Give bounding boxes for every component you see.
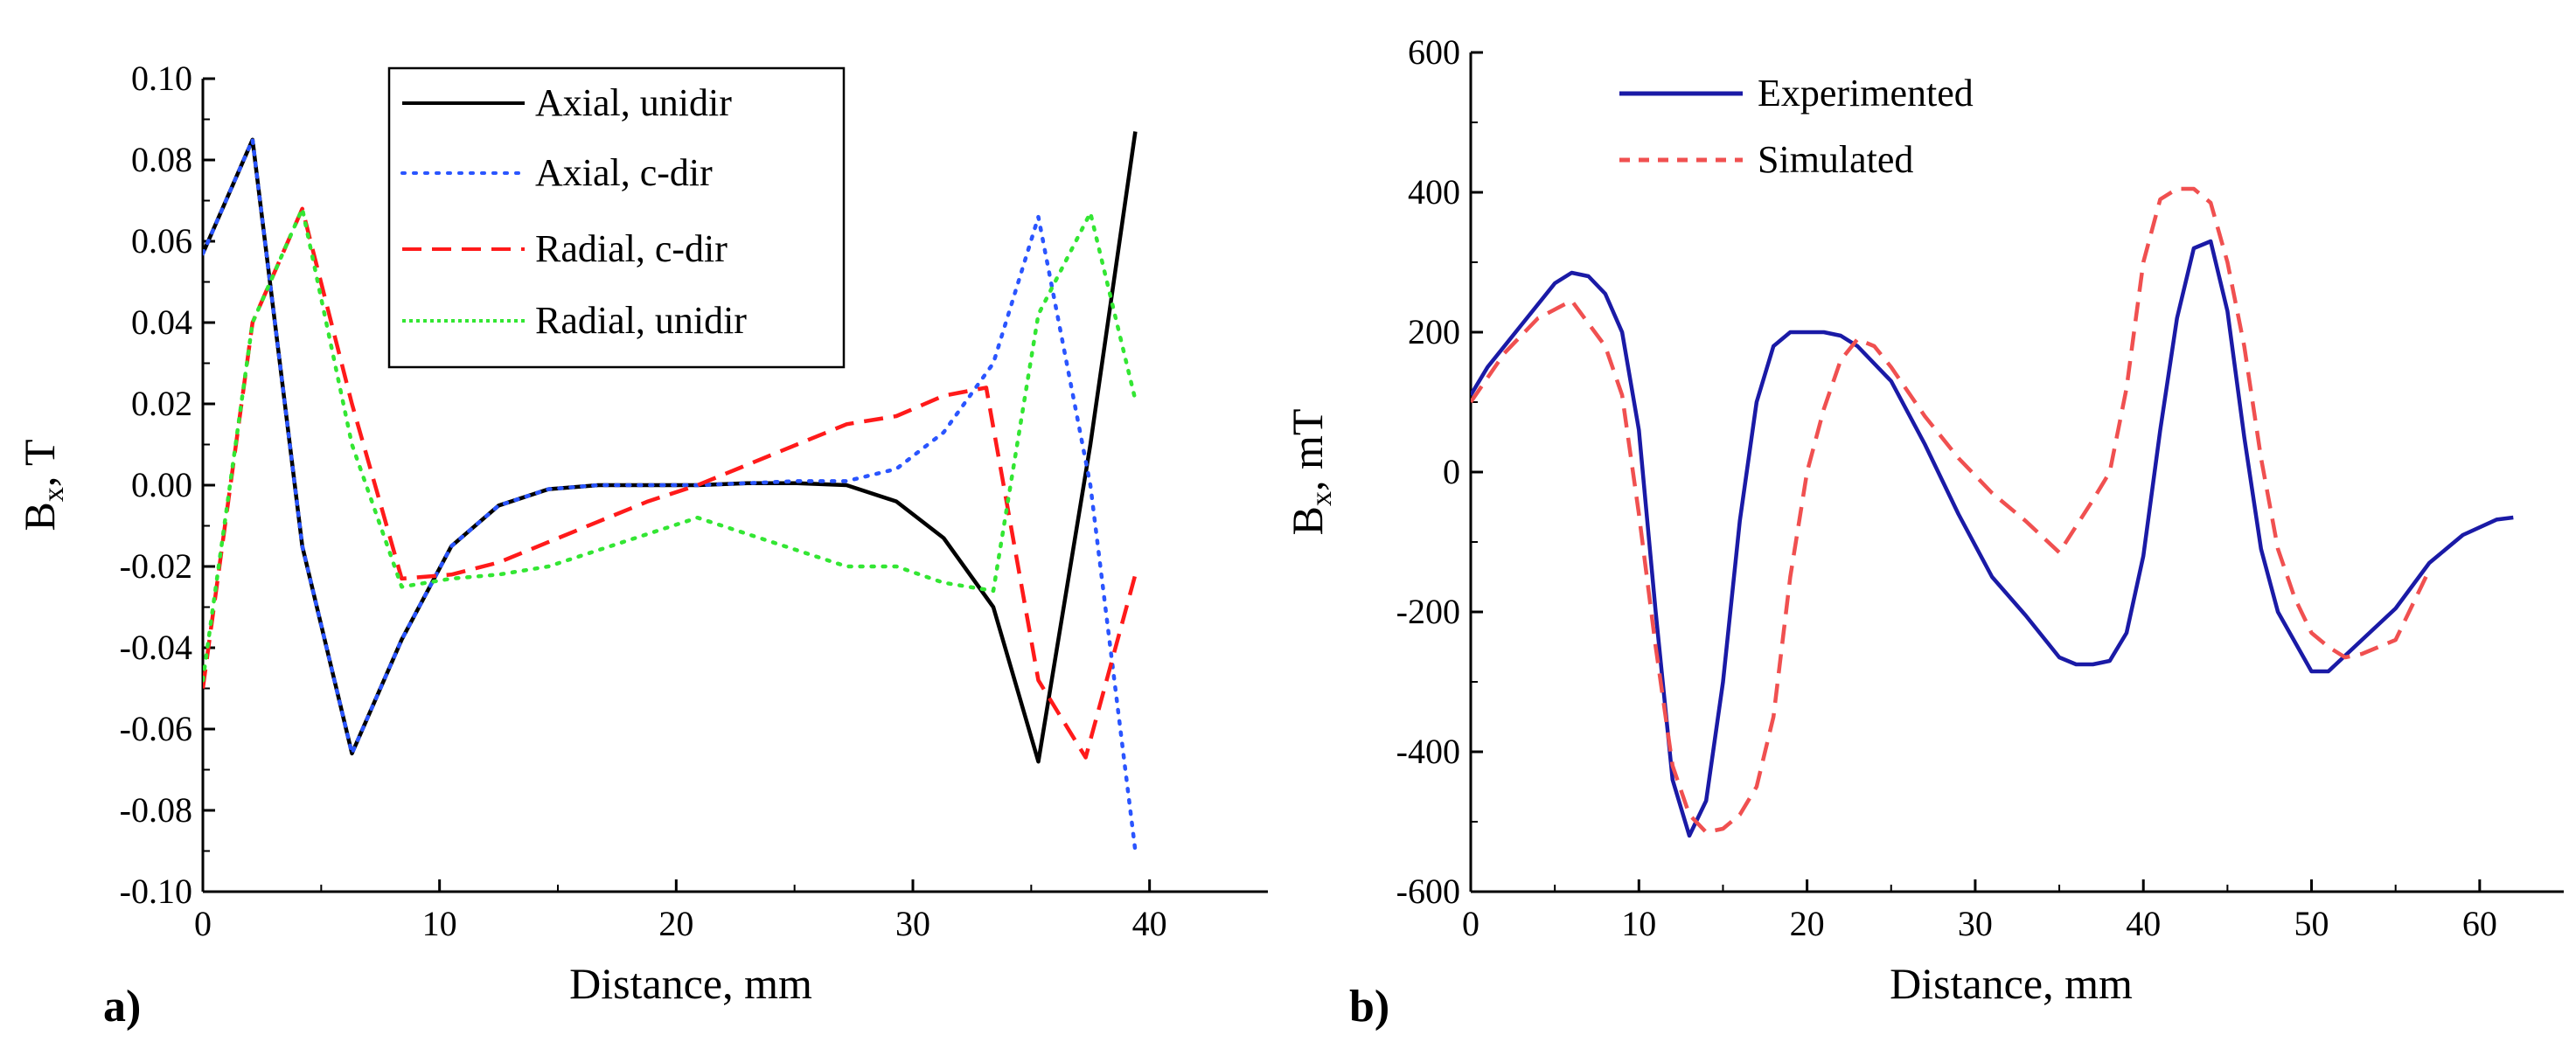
chart-b-ylabel: Bx, mT <box>1283 409 1338 536</box>
chart-b-x-tick-label: 30 <box>1958 904 1993 943</box>
chart-a-y-tick-label: 0.02 <box>131 384 192 423</box>
chart-a-y-tick-label: -0.02 <box>120 546 192 586</box>
chart-b-y-tick-label: -200 <box>1396 592 1460 631</box>
chart-b-y-tick-label: -400 <box>1396 732 1460 771</box>
chart-a-y-tick-label: -0.08 <box>120 790 192 830</box>
chart-a-x-tick-label: 30 <box>895 904 930 943</box>
chart-a-ylabel: Bx, T <box>15 440 70 531</box>
chart-a-y-tick-label: 0.06 <box>131 221 192 261</box>
chart-a-x-tick-label: 0 <box>194 904 212 943</box>
chart-a-x-tick-label: 20 <box>658 904 693 943</box>
chart-a-x-tick-label: 40 <box>1132 904 1167 943</box>
chart-b-y-tick-label: 200 <box>1408 312 1460 351</box>
legend-label-experimented: Experimented <box>1758 72 1974 115</box>
chart-a-y-tick-label: 0.04 <box>131 302 192 342</box>
chart-a-legend-box <box>387 66 846 369</box>
chart-b-x-tick-label: 50 <box>2294 904 2329 943</box>
legend-label-axial-cdir: Axial, c-dir <box>535 151 713 194</box>
chart-a-series-radial-c-dir <box>203 206 1138 760</box>
legend-label-axial-unidir: Axial, unidir <box>535 81 732 124</box>
chart-b-y-tick-label: 0 <box>1443 452 1460 491</box>
chart-a-x-tick-label: 10 <box>422 904 457 943</box>
chart-b-y-tick-label: 600 <box>1408 32 1460 72</box>
chart-a-y-tick-label: -0.04 <box>120 628 192 667</box>
chart-a-series-radial-unidir <box>203 206 1138 683</box>
chart-a-y-tick-label: -0.10 <box>120 872 192 911</box>
chart-b-x-tick-label: 60 <box>2462 904 2497 943</box>
chart-a-panel-label: a) <box>103 982 141 1032</box>
chart-b-y-tick-label: -600 <box>1396 872 1460 911</box>
chart-b-xlabel: Distance, mm <box>1890 959 2133 1008</box>
chart-a-legend: Axial, unidir Axial, c-dir Radial, c-dir… <box>387 66 846 369</box>
chart-a-series-axial-c-dir <box>203 137 1138 853</box>
chart-b-panel-label: b) <box>1349 982 1389 1032</box>
chart-a-y-tick-label: 0.08 <box>131 140 192 179</box>
chart-b-x-tick-label: 20 <box>1790 904 1825 943</box>
legend-label-radial-cdir: Radial, c-dir <box>535 227 728 270</box>
legend-label-simulated: Simulated <box>1758 138 1913 181</box>
chart-a-y-tick-label: 0.00 <box>131 465 192 504</box>
chart-b-series-experimented <box>1471 239 2514 838</box>
chart-a: 0 10 20 30 40 -0.10 -0.08 -0.06 -0.04 -0.02 0.00 0… <box>15 59 1268 1032</box>
chart-b-series-simulated <box>1471 186 2432 835</box>
chart-a-y-tick-label: 0.10 <box>131 59 192 98</box>
chart-b-x-tick-label: 10 <box>1621 904 1656 943</box>
chart-b: 0 10 20 30 40 50 60 -600 -400 -200 0 200 400 600 Exp… <box>1283 32 2564 1032</box>
chart-b-x-tick-label: 40 <box>2126 904 2161 943</box>
chart-b-x-tick-label: 0 <box>1462 904 1479 943</box>
chart-a-xlabel: Distance, mm <box>569 959 812 1008</box>
chart-b-legend: Experimented Simulated <box>1619 72 1974 181</box>
legend-label-radial-unidir: Radial, unidir <box>535 299 747 342</box>
chart-a-y-tick-label: -0.06 <box>120 709 192 748</box>
chart-b-y-tick-label: 400 <box>1408 172 1460 212</box>
